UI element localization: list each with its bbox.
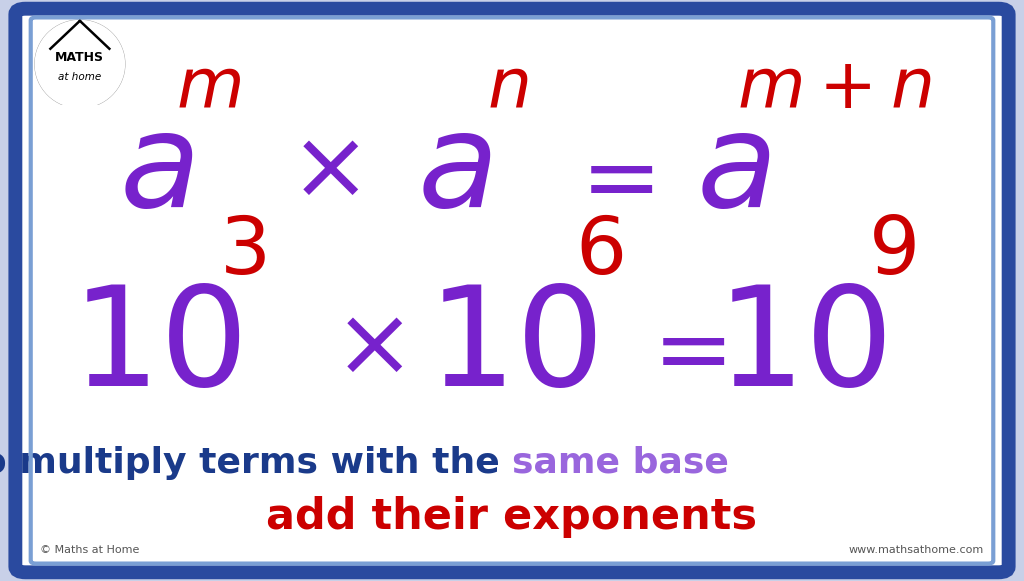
Text: $\mathit{a}$: $\mathit{a}$ [696,106,770,235]
Text: $10$: $10$ [71,281,241,415]
Text: at home: at home [58,71,101,82]
Text: $\mathit{n}$: $\mathit{n}$ [486,55,527,121]
Text: $\mathit{a}$: $\mathit{a}$ [119,106,193,235]
Text: $3$: $3$ [219,213,266,291]
Text: add their exponents: add their exponents [266,496,758,538]
Text: $\times$: $\times$ [333,302,402,394]
Text: $10$: $10$ [427,281,597,415]
Text: same base: same base [512,446,729,479]
Text: $\mathit{m+n}$: $\mathit{m+n}$ [737,55,932,121]
Text: © Maths at Home: © Maths at Home [40,546,139,555]
Circle shape [36,21,124,107]
Text: $=$: $=$ [562,135,654,228]
Text: www.mathsathome.com: www.mathsathome.com [849,546,984,555]
Text: $\mathit{a}$: $\mathit{a}$ [417,106,492,235]
Text: MATHS: MATHS [55,51,104,64]
Text: $\times$: $\times$ [289,124,359,217]
Text: $\mathit{m}$: $\mathit{m}$ [176,55,242,121]
Text: To multiply terms with the: To multiply terms with the [0,446,512,479]
Text: $10$: $10$ [716,281,886,415]
Text: $=$: $=$ [635,307,726,400]
Text: $6$: $6$ [574,213,623,291]
Text: $9$: $9$ [868,213,916,291]
